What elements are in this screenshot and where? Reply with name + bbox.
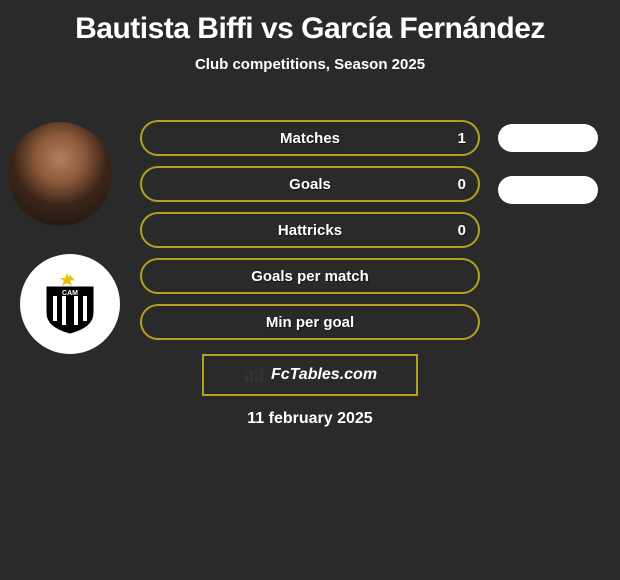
stat-value: 0 bbox=[458, 212, 466, 248]
comparison-pill bbox=[498, 124, 598, 152]
stat-value: 1 bbox=[458, 120, 466, 156]
brand-text: FcTables.com bbox=[271, 366, 377, 384]
stats-container: Matches 1 Goals 0 Hattricks 0 Goals per … bbox=[140, 120, 480, 350]
stat-label: Hattricks bbox=[140, 212, 480, 248]
brand-box[interactable]: FcTables.com bbox=[202, 354, 418, 396]
stat-label: Goals bbox=[140, 166, 480, 202]
stat-label: Matches bbox=[140, 120, 480, 156]
club-avatar: CAM bbox=[20, 254, 120, 354]
stat-row-goals: Goals 0 bbox=[140, 166, 480, 202]
player-avatar bbox=[8, 122, 112, 226]
stat-row-matches: Matches 1 bbox=[140, 120, 480, 156]
date-text: 11 february 2025 bbox=[0, 410, 620, 428]
stat-label: Goals per match bbox=[140, 258, 480, 294]
stat-row-hattricks: Hattricks 0 bbox=[140, 212, 480, 248]
club-shield-icon: CAM bbox=[43, 273, 97, 335]
comparison-pill bbox=[498, 176, 598, 204]
chart-icon bbox=[243, 366, 265, 384]
stat-row-goals-per-match: Goals per match bbox=[140, 258, 480, 294]
page-subtitle: Club competitions, Season 2025 bbox=[0, 56, 620, 73]
svg-text:CAM: CAM bbox=[62, 290, 78, 297]
stat-label: Min per goal bbox=[140, 304, 480, 340]
page-title: Bautista Biffi vs García Fernández bbox=[0, 0, 620, 46]
stat-row-min-per-goal: Min per goal bbox=[140, 304, 480, 340]
stat-value: 0 bbox=[458, 166, 466, 202]
